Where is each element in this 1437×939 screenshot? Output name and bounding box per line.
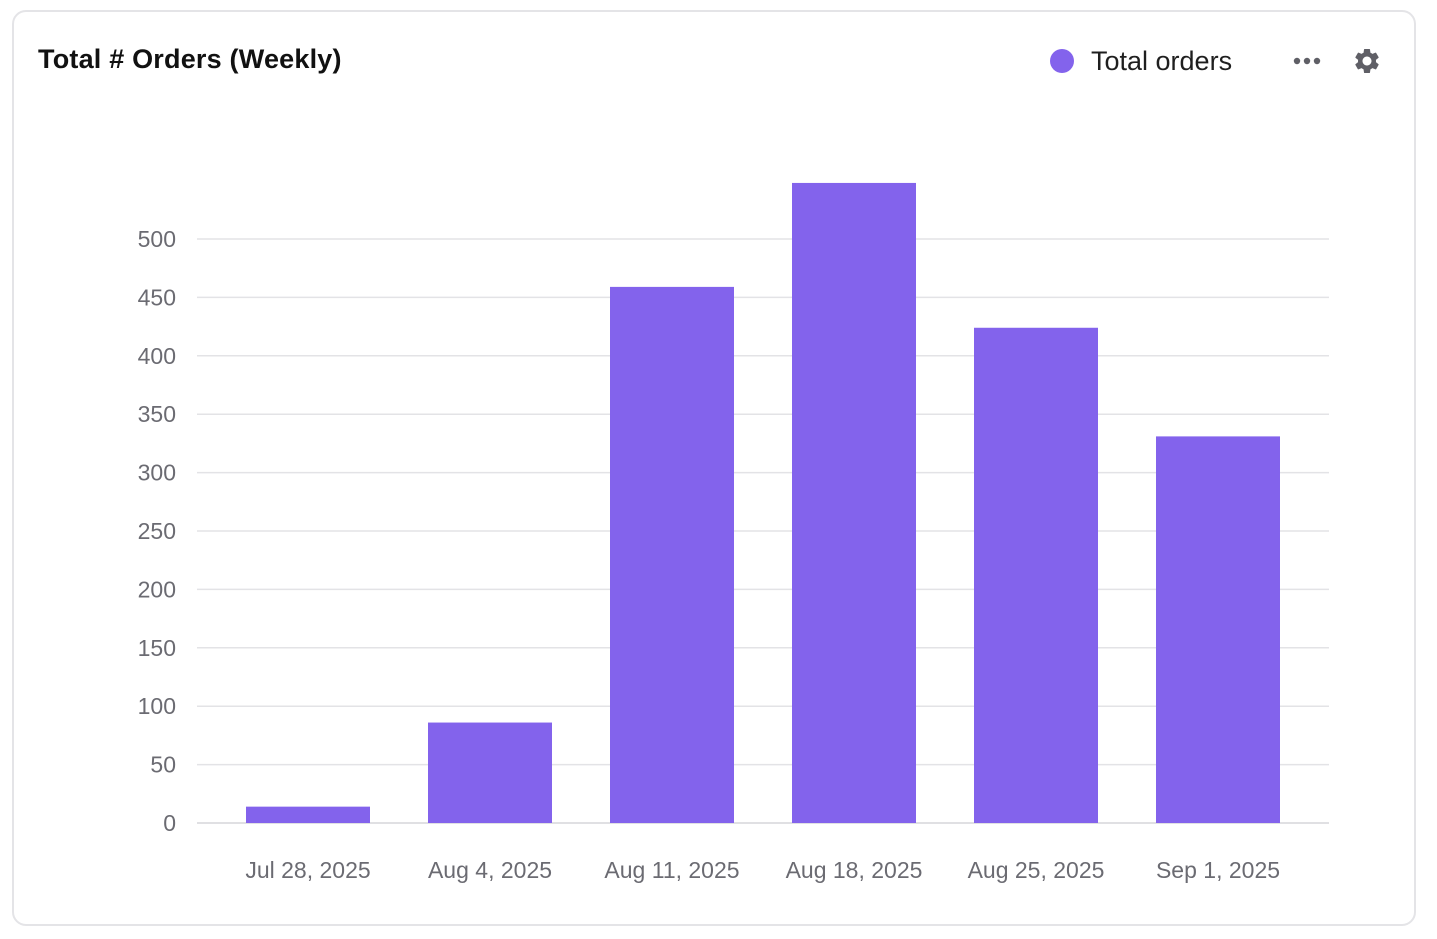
bar xyxy=(428,722,552,823)
bar xyxy=(246,806,370,823)
legend[interactable]: Total orders xyxy=(1050,44,1232,78)
y-tick-label: 350 xyxy=(138,401,176,427)
more-options-button[interactable] xyxy=(1288,46,1326,76)
y-tick-label: 50 xyxy=(150,752,176,778)
y-tick-label: 100 xyxy=(138,693,176,719)
more-horizontal-icon xyxy=(1293,57,1321,65)
bar xyxy=(974,327,1098,823)
y-tick-label: 300 xyxy=(138,460,176,486)
y-tick-label: 0 xyxy=(163,810,176,836)
y-tick-label: 250 xyxy=(138,518,176,544)
x-tick-label: Sep 1, 2025 xyxy=(1156,857,1280,883)
y-tick-label: 150 xyxy=(138,635,176,661)
legend-swatch xyxy=(1050,49,1074,73)
gear-icon xyxy=(1355,48,1379,73)
x-tick-label: Jul 28, 2025 xyxy=(245,857,370,883)
x-tick-label: Aug 4, 2025 xyxy=(428,857,552,883)
settings-button[interactable] xyxy=(1350,44,1384,78)
y-tick-label: 200 xyxy=(138,576,176,602)
y-tick-label: 500 xyxy=(138,226,176,252)
y-tick-label: 450 xyxy=(138,284,176,310)
bar xyxy=(610,286,734,823)
y-tick-label: 400 xyxy=(138,343,176,369)
bar xyxy=(1156,436,1280,823)
x-tick-label: Aug 11, 2025 xyxy=(604,857,739,883)
bar xyxy=(792,182,916,823)
x-tick-label: Aug 18, 2025 xyxy=(786,857,923,883)
x-tick-label: Aug 25, 2025 xyxy=(968,857,1105,883)
chart-title: Total # Orders (Weekly) xyxy=(38,44,342,74)
legend-label: Total orders xyxy=(1091,45,1233,76)
